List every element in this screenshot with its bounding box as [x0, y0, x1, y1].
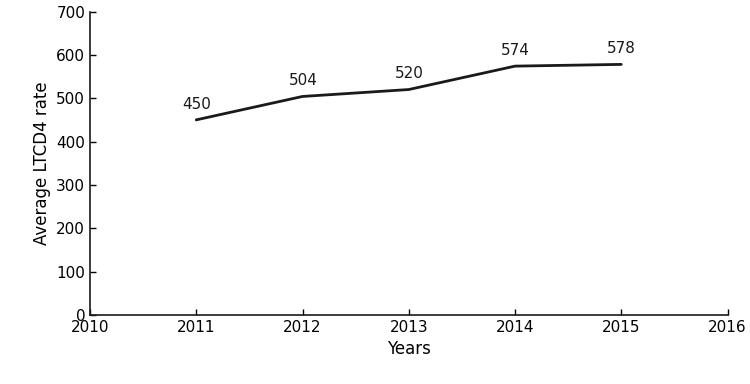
Text: 504: 504: [289, 73, 317, 88]
Text: 578: 578: [608, 41, 636, 56]
X-axis label: Years: Years: [387, 340, 430, 358]
Text: 574: 574: [501, 43, 530, 58]
Y-axis label: Average LTCD4 rate: Average LTCD4 rate: [32, 81, 50, 245]
Text: 450: 450: [182, 97, 212, 112]
Text: 520: 520: [394, 66, 424, 81]
